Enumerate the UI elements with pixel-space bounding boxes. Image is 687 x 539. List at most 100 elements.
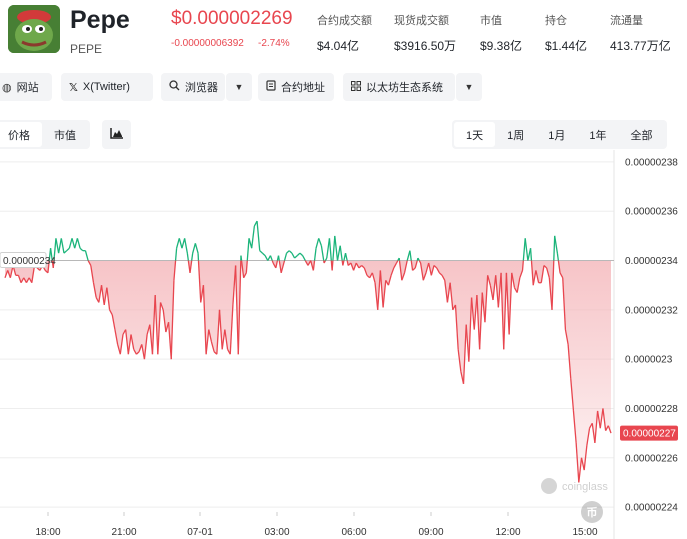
y-tick-label: 0.0000023 [625,355,673,366]
range-1y[interactable]: 1年 [589,129,607,142]
y-axis-labels: 0.00000238 0.00000236 0.00000234 0.00000232… [625,157,678,513]
tab-market-cap[interactable]: 市值 [54,129,76,142]
ecosystem-label: 以太坊生态系统 [366,82,443,94]
line-segment [25,277,30,284]
line-segment [324,257,328,261]
line-segment [470,297,475,330]
line-segment [522,238,526,261]
line-segment [84,250,89,261]
line-segment [68,238,73,249]
line-segment [495,275,500,308]
line-segment [438,272,443,276]
chart-mode-tabs: 价格 市值 [0,120,90,149]
line-segment [49,248,53,261]
chart-type-button[interactable] [102,120,131,149]
line-segment [229,304,234,355]
explorer-dropdown-button[interactable]: ▼ [226,73,252,101]
grid-icon [351,80,361,94]
line-segment [76,238,81,249]
line-segment [280,262,285,274]
reference-price-label: 0.00000234 [3,256,56,267]
line-segment [189,260,193,273]
line-segment [418,260,422,264]
line-segment [403,260,408,274]
line-segment [425,262,430,274]
line-segment [594,410,599,444]
line-segment [243,272,247,279]
range-1d[interactable]: 1天 [454,122,496,147]
line-segment [178,238,183,249]
line-segment [170,280,175,360]
line-segment [205,329,210,355]
range-1m[interactable]: 1月 [548,129,566,142]
stat-value: 413.77万亿 [610,39,671,53]
line-segment [476,295,481,350]
line-segment [296,252,301,257]
line-segment [66,247,70,252]
line-segment [428,262,432,276]
line-segment [240,255,243,261]
ecosystem-dropdown-button[interactable]: ▼ [456,73,482,101]
line-segment [127,334,132,355]
line-segment [256,221,261,251]
price-change-percent: -2.74% [258,38,290,49]
line-segment [130,334,135,350]
line-segment [583,445,588,471]
stat-value: $4.04亿 [317,39,360,53]
line-segment [92,282,97,298]
price-chart[interactable]: coinglass 币 0.000002380.000002360.000002… [0,150,687,539]
twitter-button[interactable]: 𝕏 X(Twitter) [61,73,153,101]
line-segment [607,425,612,434]
line-segment [286,250,290,254]
line-segment [519,270,524,279]
line-segment [478,292,483,350]
line-segment [98,285,103,303]
y-tick-label: 0.00000232 [625,305,678,316]
contract-address-button[interactable]: 合约地址 [258,73,334,101]
line-segment [465,324,470,362]
coin-header: Pepe PEPE $0.000002269 -0.00000006392 -2… [0,0,687,64]
current-price-label: 0.00000227 [623,429,676,440]
y-tick-label: 0.00000238 [625,157,678,168]
y-tick-label: 0.00000224 [625,503,678,514]
line-segment [277,255,280,261]
stat-value: $9.38亿 [480,39,523,53]
x-logo-icon: 𝕏 [69,81,78,94]
line-segment [302,255,306,261]
price-change-absolute: -0.00000006392 [171,38,244,49]
caret-down-icon: ▼ [234,82,244,92]
line-segment [154,295,159,355]
line-segment [100,285,105,306]
line-segment [433,264,438,269]
line-segment [7,270,11,279]
coin-symbol: PEPE [70,42,103,56]
website-button[interactable]: ◍ 网站 [0,73,52,101]
x-tick-label: 12:00 [495,527,520,538]
line-segment [90,265,95,283]
line-segment [462,324,467,384]
line-segment [535,270,540,283]
line-segment [315,238,320,249]
line-segment [111,314,116,330]
line-segment [339,245,343,261]
line-segment [567,344,572,379]
line-segment [157,302,162,355]
y-tick-label: 0.00000226 [625,453,678,464]
line-segment [23,277,28,284]
line-segment [192,243,197,254]
range-all[interactable]: 全部 [630,129,653,142]
line-segment [323,260,327,264]
line-segment [346,260,349,266]
explorer-button[interactable]: 浏览器 [161,73,225,101]
tab-price[interactable]: 价格 [0,122,42,147]
line-segment [511,272,516,288]
line-segment [269,255,273,261]
line-segment [151,295,156,355]
ecosystem-button[interactable]: 以太坊生态系统 [343,73,455,101]
line-segment [234,265,239,355]
line-segment [586,428,591,446]
range-1w[interactable]: 1周 [507,129,525,142]
line-segment [237,260,242,355]
line-segment [318,238,323,246]
stat-open-interest: 持仓 $1.44亿 [545,12,587,54]
